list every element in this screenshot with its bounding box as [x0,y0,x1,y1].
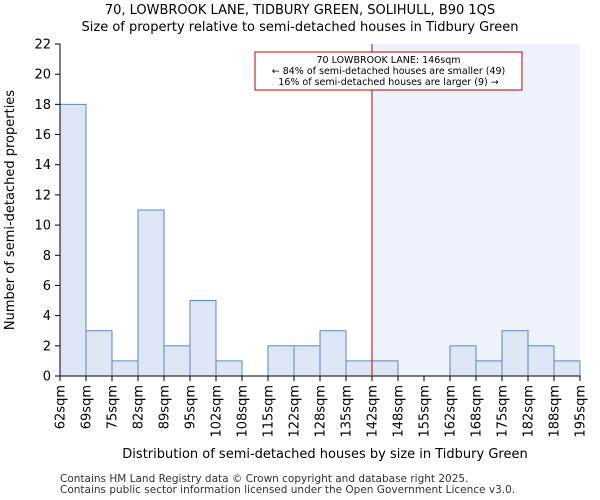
y-axis-title: Number of semi-detached properties [3,90,18,330]
annotation-line: 16% of semi-detached houses are larger (… [278,77,498,88]
x-tick-label: 75sqm [106,385,121,429]
histogram-bar [553,360,581,377]
y-tick-label: 20 [34,68,51,83]
x-tick-label: 108sqm [236,385,251,438]
x-tick-label: 162sqm [444,385,459,438]
x-tick-label: 82sqm [132,385,147,429]
histogram-bar [319,330,347,377]
x-tick-label: 62sqm [54,385,69,429]
x-tick-label: 115sqm [262,385,277,438]
histogram-bar [293,345,321,377]
annotation-line: 70 LOWBROOK LANE: 146sqm [317,55,461,66]
larger-region-shade [372,44,580,376]
y-tick-label: 18 [34,98,51,113]
histogram-bar [475,360,503,377]
y-tick-label: 8 [43,249,51,264]
histogram-bar [267,345,295,377]
histogram-bar [345,360,373,377]
y-tick-label: 16 [34,128,51,143]
chart-subtitle: Size of property relative to semi-detach… [81,20,519,35]
histogram-bar [163,345,191,377]
x-tick-label: 182sqm [522,385,537,438]
x-tick-label: 188sqm [548,385,563,438]
histogram-bar [59,103,87,377]
histogram-bar [111,360,139,377]
histogram-bar [189,300,217,377]
x-tick-label: 128sqm [314,385,329,438]
y-tick-label: 6 [43,279,51,294]
footer-line-1: Contains HM Land Registry data © Crown c… [60,473,469,485]
histogram-bar [215,360,243,377]
histogram-bar [449,345,477,377]
x-tick-label: 168sqm [470,385,485,438]
y-tick-label: 10 [34,219,51,234]
histogram-bar [371,360,399,377]
histogram-bar [527,345,555,377]
y-tick-label: 12 [34,188,51,203]
x-tick-label: 89sqm [158,385,173,429]
y-tick-label: 22 [34,38,51,53]
y-tick-label: 4 [43,309,51,324]
annotation-line: ← 84% of semi-detached houses are smalle… [272,66,506,77]
chart-title: 70, LOWBROOK LANE, TIDBURY GREEN, SOLIHU… [104,3,496,18]
x-tick-label: 175sqm [496,385,511,438]
x-tick-label: 69sqm [80,385,95,429]
x-tick-label: 142sqm [366,385,381,438]
x-tick-label: 148sqm [392,385,407,438]
x-tick-label: 102sqm [210,385,225,438]
x-tick-label: 135sqm [340,385,355,438]
y-tick-label: 2 [43,339,51,354]
x-tick-label: 195sqm [574,385,589,438]
x-tick-label: 155sqm [418,385,433,438]
histogram-bar [85,330,113,377]
y-tick-label: 0 [43,370,51,385]
x-axis-title: Distribution of semi-detached houses by … [122,447,527,462]
y-tick-label: 14 [34,158,51,173]
histogram-bar [501,330,529,377]
annotation-box [254,51,523,91]
histogram-bar [137,209,165,377]
footer-line-2: Contains public sector information licen… [60,484,516,496]
x-tick-label: 122sqm [288,385,303,438]
x-tick-label: 95sqm [184,385,199,429]
